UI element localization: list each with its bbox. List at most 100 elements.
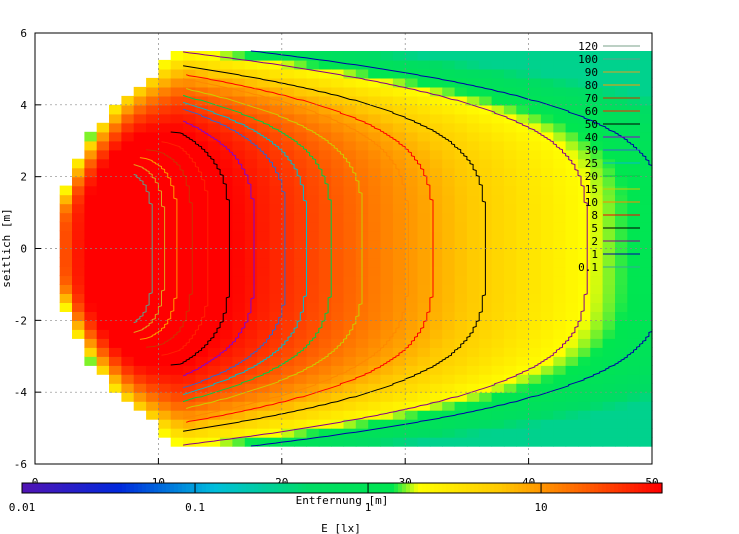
heatmap-cell xyxy=(528,176,542,187)
heatmap-cell xyxy=(269,149,283,160)
heatmap-cell xyxy=(331,347,345,357)
heatmap-cell xyxy=(133,347,147,357)
heatmap-cell xyxy=(429,428,443,438)
heatmap-cell xyxy=(429,203,443,214)
heatmap-cell xyxy=(207,230,221,241)
heatmap-cell xyxy=(503,302,517,312)
heatmap-cell xyxy=(528,185,542,196)
heatmap-cell xyxy=(84,320,98,330)
heatmap-cell xyxy=(257,419,270,429)
heatmap-cell xyxy=(59,239,73,250)
heatmap-cell xyxy=(158,329,172,339)
heatmap-cell xyxy=(442,392,456,402)
heatmap-cell xyxy=(578,221,591,232)
heatmap-cell xyxy=(109,383,122,393)
heatmap-cell xyxy=(220,329,233,339)
heatmap-cell xyxy=(639,293,653,303)
heatmap-cell xyxy=(429,77,443,88)
heatmap-cell xyxy=(590,383,604,393)
heatmap-cell xyxy=(232,428,246,438)
heatmap-cell xyxy=(442,347,456,357)
heatmap-cell xyxy=(195,140,209,151)
heatmap-cell xyxy=(454,257,468,268)
colorbar-segment xyxy=(514,483,519,493)
heatmap-cell xyxy=(615,176,628,187)
heatmap-cell xyxy=(368,194,382,205)
heatmap-cell xyxy=(331,428,345,438)
colorbar-segment xyxy=(166,483,171,493)
heatmap-cell xyxy=(429,383,443,393)
heatmap-cell xyxy=(207,311,221,321)
heatmap-cell xyxy=(146,374,159,384)
heatmap-cell xyxy=(84,212,98,223)
heatmap-cell xyxy=(109,122,122,133)
heatmap-cell xyxy=(121,212,135,223)
heatmap-cell xyxy=(355,392,369,402)
heatmap-cell xyxy=(96,338,110,348)
heatmap-cell xyxy=(417,113,431,124)
heatmap-cell xyxy=(84,131,98,142)
heatmap-cell xyxy=(639,311,653,321)
heatmap-cell xyxy=(639,158,653,169)
heatmap-cell xyxy=(602,284,616,294)
heatmap-cell xyxy=(429,419,443,429)
heatmap-cell xyxy=(627,374,641,384)
heatmap-cell xyxy=(170,51,184,61)
heatmap-cell xyxy=(331,95,345,106)
heatmap-cell xyxy=(318,437,332,447)
colorbar-segment xyxy=(318,483,323,493)
heatmap-cell xyxy=(195,68,209,79)
heatmap-cell xyxy=(72,221,85,232)
heatmap-cell xyxy=(639,203,653,214)
heatmap-cell xyxy=(281,365,295,375)
heatmap-cell xyxy=(528,374,542,384)
heatmap-cell xyxy=(232,86,246,97)
heatmap-cell xyxy=(281,77,295,88)
heatmap-cell xyxy=(466,167,480,178)
heatmap-cell xyxy=(602,356,616,366)
heatmap-cell xyxy=(158,86,172,97)
colorbar-segment xyxy=(398,483,403,493)
heatmap-cell xyxy=(158,383,172,393)
heatmap-cell xyxy=(294,86,307,97)
heatmap-cell xyxy=(183,59,196,70)
heatmap-cell xyxy=(380,221,394,232)
heatmap-cell xyxy=(627,194,641,205)
heatmap-cell xyxy=(565,51,579,61)
heatmap-cell xyxy=(109,239,122,250)
heatmap-cell xyxy=(380,275,394,285)
heatmap-cell xyxy=(503,212,517,223)
legend-entry-label: 5 xyxy=(591,222,598,235)
colorbar-segment xyxy=(234,483,239,493)
heatmap-cell xyxy=(380,167,394,178)
heatmap-cell xyxy=(306,311,320,321)
heatmap-cell xyxy=(392,140,406,151)
heatmap-cell xyxy=(207,284,221,294)
heatmap-cell xyxy=(503,437,517,447)
heatmap-cell xyxy=(195,275,209,285)
heatmap-cell xyxy=(540,239,554,250)
heatmap-cell xyxy=(565,140,579,151)
heatmap-cell xyxy=(553,185,567,196)
heatmap-cell xyxy=(133,230,147,241)
heatmap-cell xyxy=(442,185,456,196)
colorbar-segment xyxy=(402,483,407,493)
heatmap-cell xyxy=(590,401,604,411)
heatmap-cell xyxy=(294,131,307,142)
colorbar-segment xyxy=(578,483,583,493)
heatmap-cell xyxy=(454,221,468,232)
heatmap-cell xyxy=(615,203,628,214)
heatmap-cell xyxy=(479,356,493,366)
colorbar-segment xyxy=(190,483,195,493)
heatmap-cell xyxy=(269,51,283,61)
heatmap-cell xyxy=(429,248,443,259)
heatmap-cell xyxy=(503,239,517,250)
heatmap-cell xyxy=(133,329,147,339)
heatmap-cell xyxy=(429,113,443,124)
heatmap-cell xyxy=(491,95,505,106)
heatmap-cell xyxy=(96,221,110,232)
heatmap-cell xyxy=(417,392,431,402)
heatmap-cell xyxy=(516,122,530,133)
heatmap-cell xyxy=(380,212,394,223)
heatmap-cell xyxy=(232,311,246,321)
